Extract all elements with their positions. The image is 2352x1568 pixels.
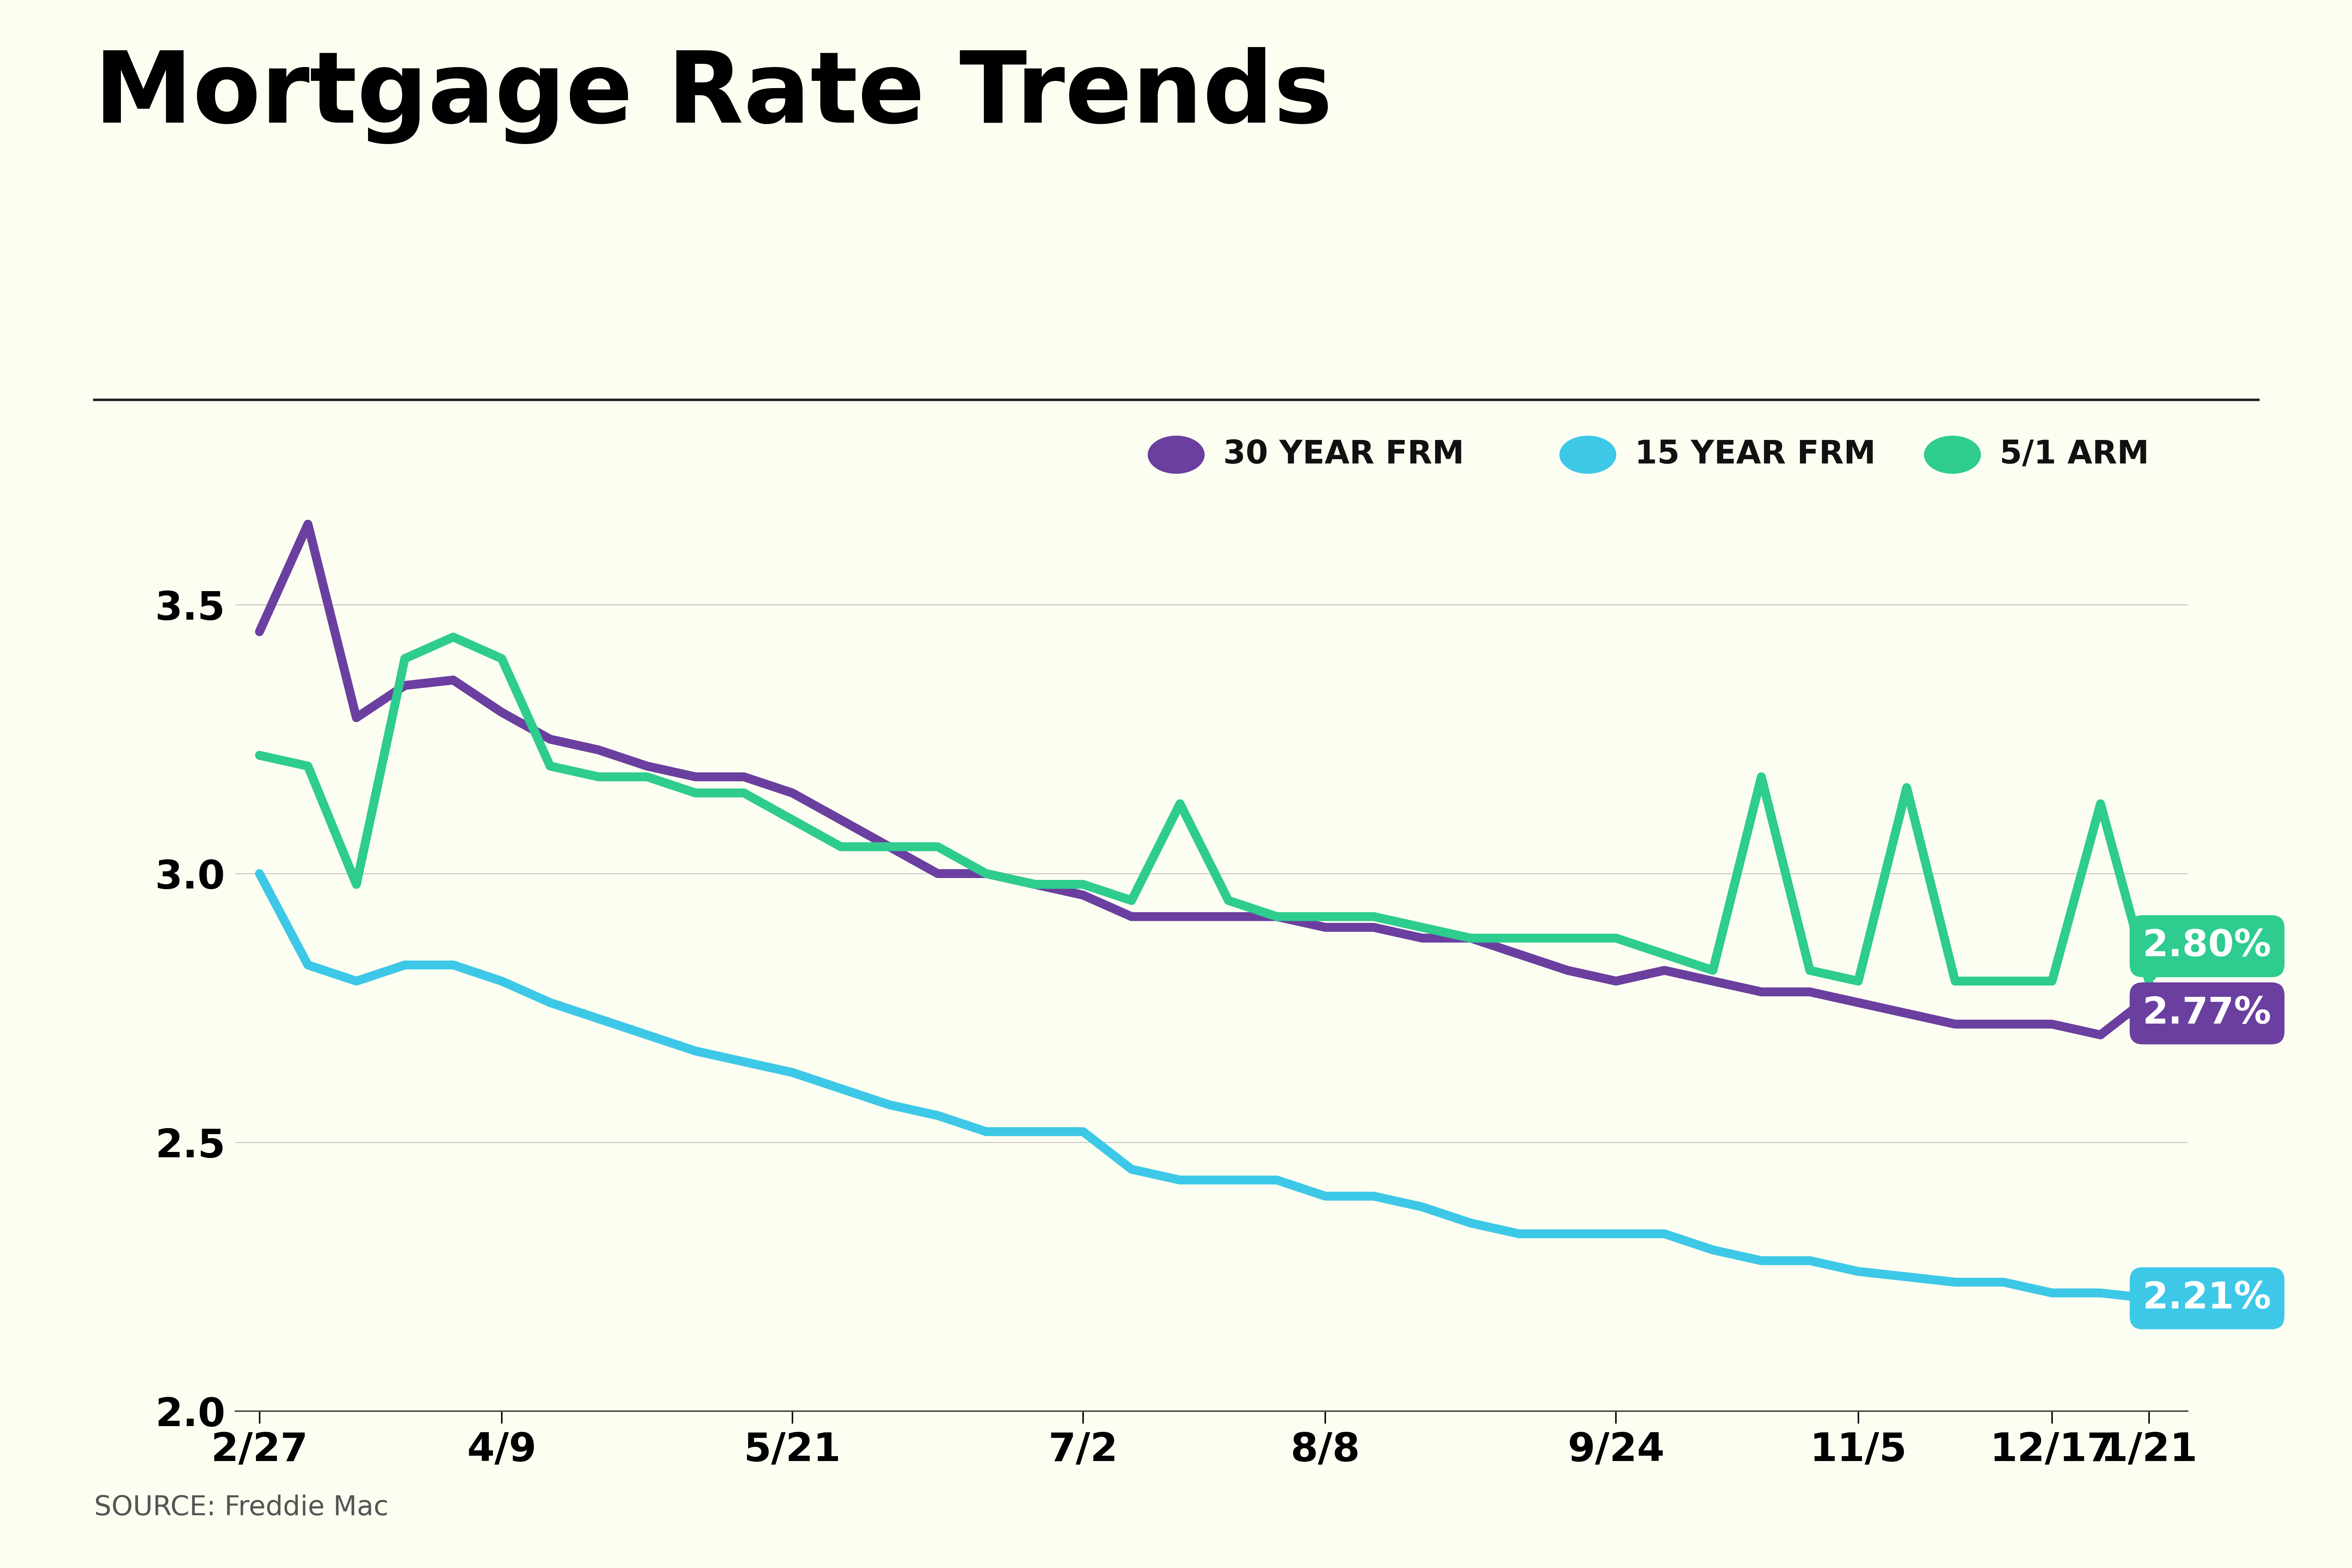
Text: SOURCE: Freddie Mac: SOURCE: Freddie Mac [94, 1494, 388, 1521]
Text: 2.77%: 2.77% [2143, 996, 2272, 1032]
Text: 30 YEAR FRM: 30 YEAR FRM [1223, 439, 1463, 470]
Text: Mortgage Rate Trends: Mortgage Rate Trends [94, 47, 1331, 144]
Text: 2.80%: 2.80% [2143, 928, 2272, 980]
Text: 15 YEAR FRM: 15 YEAR FRM [1635, 439, 1875, 470]
Text: 2.21%: 2.21% [2143, 1281, 2272, 1316]
Text: 5/1 ARM: 5/1 ARM [1999, 439, 2150, 470]
